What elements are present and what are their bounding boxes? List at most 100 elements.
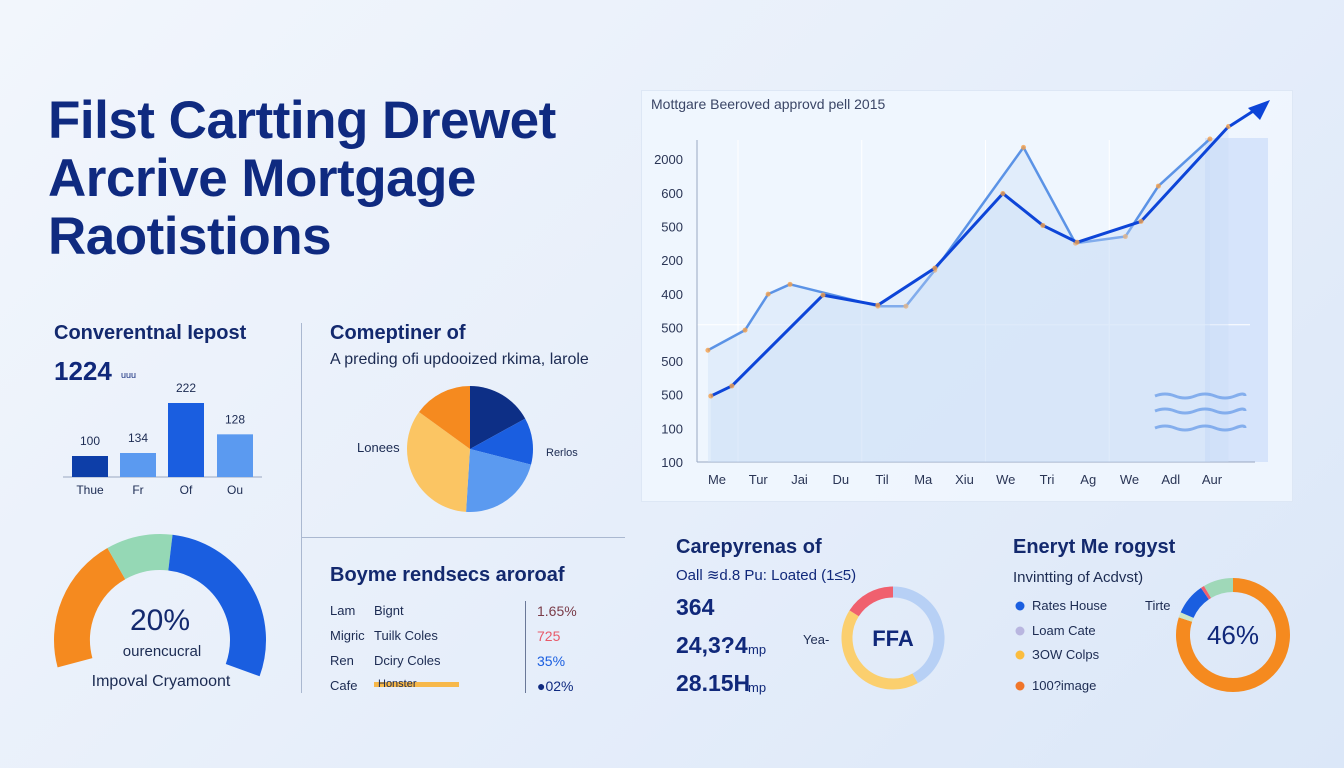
- table-cell: Dciry Coles: [374, 653, 441, 668]
- table-panel-title: Boyme rendsecs aroroaf: [330, 564, 565, 586]
- divider: [301, 323, 302, 693]
- y-tick-label: 200: [661, 253, 683, 268]
- stat-unit: mp: [748, 642, 767, 657]
- legend-label: ЗOW Colps: [1032, 647, 1100, 662]
- stat-value: 24,3?4: [676, 632, 748, 658]
- bar-category-label: Of: [180, 483, 193, 497]
- table-value: 725: [537, 628, 561, 644]
- y-tick-label: 500: [661, 320, 683, 335]
- table-value: 1.65%: [537, 603, 577, 619]
- stats-panel-subtitle: Oall ≋d.8 Pu: Loated (1≤5): [676, 567, 857, 584]
- wave-decoration: [1154, 424, 1247, 432]
- bar: [168, 403, 204, 477]
- x-tick-label: Adl: [1161, 472, 1180, 487]
- y-tick-label: 500: [661, 219, 683, 234]
- x-tick-label: We: [1120, 472, 1139, 487]
- data-point: [1207, 136, 1213, 142]
- y-tick-label: 400: [661, 287, 683, 302]
- pie-slice: [407, 411, 470, 512]
- table-cell: Cafe: [330, 678, 358, 693]
- pie-slice: [470, 386, 526, 449]
- bar-panel-value: 1224: [54, 356, 112, 386]
- series-area: [710, 126, 1229, 463]
- pie-label-left: Lonees: [357, 440, 400, 455]
- data-point: [705, 347, 711, 353]
- legend-label: Rates House: [1032, 598, 1108, 613]
- x-tick-label: Tri: [1040, 472, 1055, 487]
- data-point: [875, 302, 881, 308]
- gauge-segment: [54, 547, 126, 668]
- x-tick-label: Me: [708, 472, 726, 487]
- energy-panel-subtitle: Invintting of Acdvst): [1013, 569, 1144, 586]
- x-tick-label: Til: [875, 472, 888, 487]
- legend-dot: [1015, 626, 1025, 636]
- data-point: [820, 292, 826, 298]
- data-point: [1138, 218, 1144, 224]
- data-point: [742, 327, 748, 333]
- x-tick-label: Xiu: [955, 472, 974, 487]
- data-point: [708, 393, 714, 399]
- gauge-segment: [167, 534, 266, 677]
- trend-arrow-head: [1248, 100, 1270, 120]
- y-tick-label: 500: [661, 388, 683, 403]
- data-point: [1074, 239, 1080, 245]
- data-point: [787, 281, 793, 287]
- bar-panel-unit: uuu: [121, 370, 137, 380]
- stats-donut-segment: [892, 586, 945, 684]
- series-line: [707, 138, 1211, 352]
- x-tick-label: Ag: [1080, 472, 1096, 487]
- pie-slice: [419, 386, 470, 449]
- y-tick-label: 500: [661, 354, 683, 369]
- bar: [217, 434, 253, 477]
- stats-panel-title: Carepyrenas of: [676, 536, 822, 558]
- pie-slice: [466, 449, 532, 512]
- x-tick-label: Du: [832, 472, 849, 487]
- energy-side-label: Tirte: [1145, 598, 1171, 613]
- x-tick-label: We: [996, 472, 1015, 487]
- pie-panel-title: Comeptiner of: [330, 322, 466, 344]
- data-point: [1155, 183, 1161, 189]
- trend-arrow: [1229, 106, 1259, 128]
- data-point: [1040, 222, 1046, 228]
- table-cell: Tuilk Coles: [374, 628, 438, 643]
- data-point: [1020, 144, 1026, 150]
- bar-value-label: 134: [128, 431, 148, 445]
- stats-side-label: Yea-: [803, 632, 830, 647]
- data-point: [1000, 190, 1006, 196]
- energy-donut-segment: [1180, 587, 1210, 619]
- data-point: [903, 303, 909, 309]
- gauge-caption: Impoval Cryamoont: [91, 673, 231, 690]
- table-cell: Bignt: [374, 603, 404, 618]
- data-point: [1122, 234, 1128, 240]
- table-cell: Lam: [330, 603, 356, 618]
- wave-decoration: [1154, 407, 1247, 415]
- main-chart-title: Mottgare Beeroved approvd pell 2015: [651, 96, 886, 112]
- energy-donut-segment: [1203, 578, 1234, 599]
- bar-value-label: 128: [225, 412, 245, 426]
- legend-label: 100?image: [1032, 678, 1097, 693]
- bar-category-label: Fr: [132, 483, 143, 497]
- pie-label-right: Rerlos: [546, 447, 578, 459]
- gauge-value: 20%: [129, 604, 191, 637]
- y-tick-label: 100: [661, 421, 683, 436]
- data-point: [932, 265, 938, 271]
- stats-donut-label: FFA: [872, 626, 914, 651]
- legend-dot: [1015, 601, 1025, 611]
- energy-donut-segment: [1200, 585, 1212, 600]
- y-tick-label: 100: [661, 455, 683, 470]
- bar: [72, 456, 108, 477]
- table-value: 35%: [537, 653, 566, 669]
- stats-donut-segment: [841, 610, 918, 690]
- bar-value-label: 222: [176, 381, 196, 395]
- legend-dot: [1015, 650, 1025, 660]
- energy-donut-segment: [1176, 578, 1290, 692]
- wave-decoration: [1154, 392, 1247, 400]
- table-cell: Migric: [330, 628, 365, 643]
- stat-value: 28.15H: [676, 670, 751, 696]
- x-tick-label: Ma: [914, 472, 933, 487]
- pie-slice: [470, 418, 534, 465]
- bar: [120, 453, 156, 477]
- bar-panel-title: Converentnal Iepost: [54, 322, 247, 344]
- x-tick-label: Tur: [749, 472, 769, 487]
